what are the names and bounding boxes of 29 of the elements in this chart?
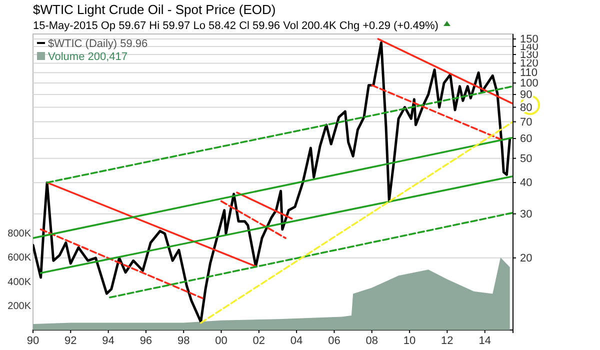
x-tick-label: 98 — [177, 334, 190, 347]
y-tick-label: 20 — [520, 252, 532, 264]
y-tick-label: 60 — [520, 133, 532, 146]
y2-tick-label: 200K — [8, 301, 32, 312]
y2-tick-label: 800K — [8, 228, 32, 240]
x-tick-label: 96 — [140, 334, 152, 347]
x-tick-label: 12 — [441, 334, 454, 347]
x-tick-label: 92 — [64, 334, 77, 347]
x-tick-label: 08 — [366, 334, 378, 347]
y-tick-label: 40 — [520, 177, 532, 190]
y-tick-label: 110 — [520, 67, 538, 80]
y2-tick-label: 600K — [8, 252, 32, 264]
x-tick-label: 02 — [252, 334, 266, 347]
x-tick-label: 14 — [478, 334, 491, 347]
x-tick-label: 00 — [215, 334, 228, 347]
y-tick-label: 50 — [520, 152, 532, 165]
x-tick-label: 90 — [26, 334, 40, 347]
x-tick-label: 04 — [290, 334, 303, 347]
chart-subtitle: 15-May-2015 Op 59.67 Hi 59.97 Lo 58.42 Cl 59.96 Vol 200.4K Chg +0.29 (+0.49%) — [33, 20, 438, 32]
x-tick-label: 10 — [403, 334, 416, 347]
x-tick-label: 06 — [328, 334, 340, 347]
x-tick-label: 94 — [102, 334, 114, 347]
legend-label: Volume 200,417 — [48, 51, 128, 63]
y-tick-label: 100 — [520, 78, 538, 90]
legend-label: $WTIC (Daily) 59.96 — [48, 38, 148, 50]
y2-tick-label: 400K — [8, 276, 32, 288]
chart-title: $WTIC Light Crude Oil - Spot Price (EOD) — [33, 2, 276, 17]
y-tick-label: 70 — [520, 116, 532, 128]
y-tick-label: 30 — [520, 208, 532, 220]
